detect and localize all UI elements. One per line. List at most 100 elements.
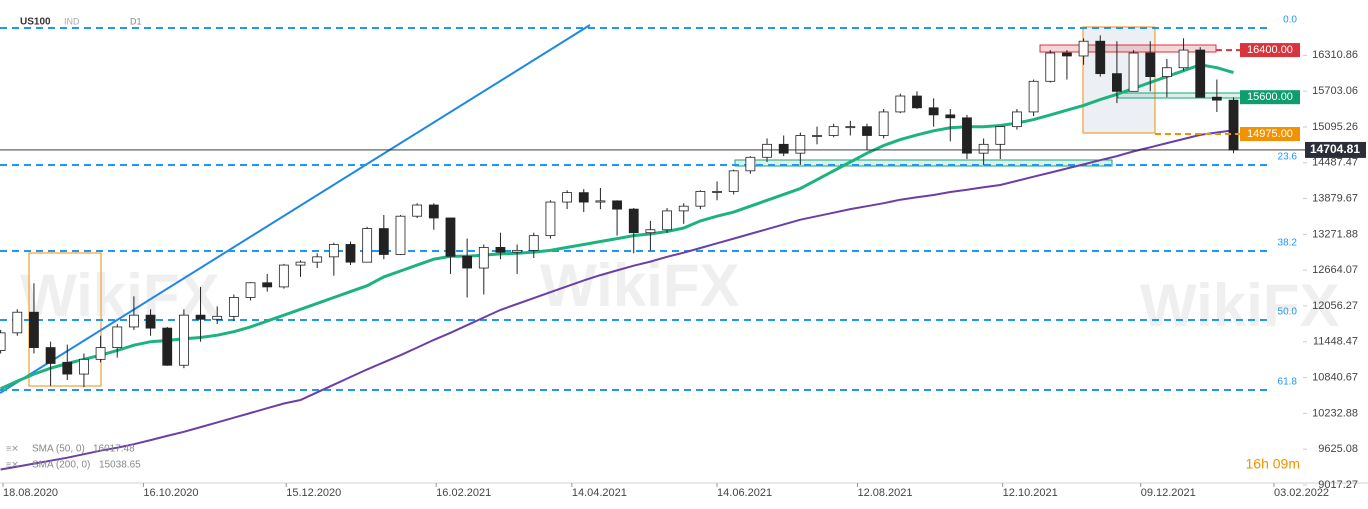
y-tick-label: 14487.47	[1312, 157, 1358, 169]
candle-body	[428, 204, 439, 219]
candle-body	[62, 361, 73, 375]
candle-body	[362, 228, 373, 263]
candle-body	[1178, 49, 1189, 69]
support-zone	[1117, 92, 1243, 99]
watermark: WikiFX	[1140, 272, 1339, 339]
candle-body	[378, 228, 389, 255]
candle-body	[178, 314, 189, 366]
y-tick-label: 9625.08	[1318, 443, 1358, 455]
symbol-type: IND	[64, 16, 80, 26]
candle-body	[645, 229, 656, 234]
candle-body	[595, 200, 606, 203]
resistance-zone	[1039, 44, 1217, 53]
candle-body	[695, 191, 706, 207]
candle-body	[978, 143, 989, 154]
candle-body	[95, 347, 106, 360]
sma-line	[0, 129, 1234, 471]
legend-name: SMA (200, 0)	[32, 460, 90, 471]
legend-icon: ≡✕	[6, 443, 19, 453]
support-zone	[734, 159, 1113, 167]
timeframe: D1	[130, 16, 142, 26]
candle-body	[828, 126, 839, 136]
candle-body	[512, 249, 523, 253]
candle-body	[462, 255, 473, 269]
candle-body	[1028, 80, 1039, 113]
x-tick-label: 16.10.2020	[143, 487, 198, 499]
candle-body	[578, 192, 589, 203]
y-tick-label: 12056.27	[1312, 300, 1358, 312]
y-tick-label: 9017.27	[1318, 479, 1358, 491]
candle-body	[12, 311, 23, 334]
candle-body	[112, 326, 123, 348]
x-tick-label: 16.02.2021	[436, 487, 491, 499]
fib-label: 23.6	[1278, 152, 1298, 163]
candle-body	[862, 126, 872, 136]
candle-body	[945, 114, 956, 119]
candle-body	[328, 244, 339, 258]
candle-body	[29, 311, 39, 348]
candle-body	[562, 192, 572, 203]
level-label: 14975.00	[1247, 128, 1293, 140]
candle-body	[878, 111, 889, 136]
x-tick-label: 14.06.2021	[717, 487, 772, 499]
candle-body	[295, 261, 306, 266]
fib-label: 61.8	[1278, 377, 1298, 388]
candle-body	[228, 297, 239, 317]
candle-body	[728, 170, 739, 192]
last-price-tag	[1305, 141, 1366, 158]
level-tag	[1240, 43, 1300, 58]
candle-body	[1012, 111, 1022, 128]
level-label: 15600.00	[1247, 91, 1293, 103]
candle-body	[628, 208, 639, 234]
last-price-label: 14704.81	[1310, 142, 1360, 156]
candle-body	[195, 314, 206, 320]
x-tick-label: 14.04.2021	[572, 487, 627, 499]
candle-body	[1062, 52, 1072, 57]
y-tick-label: 13879.67	[1312, 192, 1358, 204]
candle-body	[995, 126, 1006, 145]
candle-body	[795, 135, 806, 154]
candle-body	[762, 143, 772, 158]
candle-body	[79, 358, 89, 375]
candle-body	[145, 314, 156, 329]
level-label: 16400.00	[1247, 44, 1293, 56]
x-tick-label: 03.02.2022	[1274, 487, 1329, 499]
candle-body	[478, 247, 489, 269]
legend-name: SMA (50, 0)	[32, 444, 85, 455]
y-tick-label: 16310.86	[1312, 49, 1358, 61]
y-tick-label: 15703.06	[1312, 85, 1358, 97]
candle-body	[445, 217, 456, 257]
x-tick-label: 09.12.2021	[1141, 487, 1196, 499]
fib-label: 38.2	[1278, 238, 1298, 249]
candle-body	[1095, 40, 1106, 75]
candle-body	[895, 95, 906, 113]
candle-body	[278, 264, 289, 288]
candle-body	[678, 205, 689, 212]
candle-body	[662, 210, 672, 231]
candle-body	[1195, 49, 1206, 98]
candle-body	[1128, 52, 1139, 92]
symbol: US100	[20, 17, 51, 28]
candle-body	[528, 235, 539, 251]
watermark: WikiFX	[540, 252, 739, 319]
candle-body	[1228, 99, 1239, 151]
candle-body	[495, 247, 506, 253]
candle-body	[395, 215, 406, 255]
y-tick-label: 13271.88	[1312, 228, 1358, 240]
candle-body	[212, 315, 223, 320]
candle-body	[45, 347, 56, 364]
legend-value: 16017.48	[93, 444, 135, 455]
candle-body	[778, 143, 789, 154]
level-tag	[1240, 90, 1300, 105]
candle-body	[1145, 52, 1156, 77]
countdown: 16h 09m	[1246, 456, 1300, 472]
x-tick-label: 18.08.2020	[3, 487, 58, 499]
candle-body	[612, 200, 622, 210]
legend-icon: ≡✕	[6, 459, 19, 469]
candle-body	[912, 95, 922, 109]
candle-body	[845, 126, 856, 129]
candle-body	[745, 156, 756, 172]
y-tick-label: 10840.67	[1312, 371, 1358, 383]
candle-body	[345, 244, 356, 263]
